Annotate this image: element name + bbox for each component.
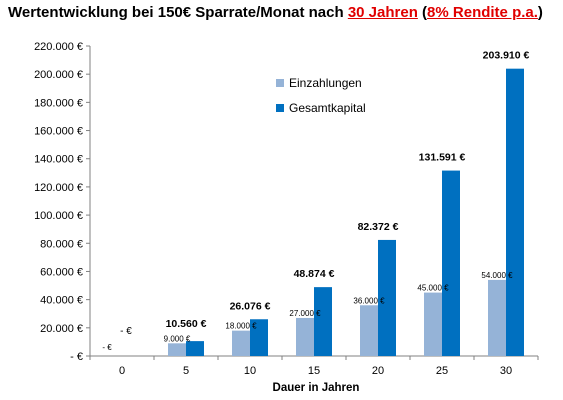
legend-label-einzahlungen: Einzahlungen bbox=[289, 76, 362, 90]
bar-einzahlungen bbox=[168, 343, 186, 356]
title-text-main: Wertentwicklung bei 150€ Sparrate/Monat … bbox=[8, 4, 348, 21]
title-highlight-years: 30 Jahren bbox=[347, 4, 418, 21]
bar-einzahlungen bbox=[232, 330, 250, 356]
bar-gesamtkapital bbox=[314, 287, 332, 356]
y-tick-label: 180.000 € bbox=[34, 97, 83, 109]
data-label-einzahlungen: 45.000 € bbox=[417, 284, 449, 293]
bars bbox=[168, 68, 524, 356]
title-text-paren-close: ) bbox=[537, 4, 543, 21]
x-tick-label: 10 bbox=[244, 365, 256, 377]
chart-title: Wertentwicklung bei 150€ Sparrate/Monat … bbox=[8, 4, 543, 21]
data-label-gesamtkapital: 48.874 € bbox=[294, 268, 335, 280]
y-tick-label: 220.000 € bbox=[34, 41, 83, 53]
x-tick-label: 15 bbox=[308, 365, 320, 377]
bar-einzahlungen bbox=[360, 305, 378, 356]
title-text-paren-open: ( bbox=[417, 4, 428, 21]
x-tick-label: 25 bbox=[436, 365, 448, 377]
y-tick-label: 20.000 € bbox=[40, 323, 83, 335]
data-label-einzahlungen: 9.000 € bbox=[164, 334, 191, 343]
y-tick-label: 80.000 € bbox=[40, 238, 83, 250]
bar-gesamtkapital bbox=[186, 341, 204, 356]
x-axis-title: Dauer in Jahren bbox=[273, 382, 360, 394]
y-tick-label: 60.000 € bbox=[40, 266, 83, 278]
bar-einzahlungen bbox=[296, 317, 314, 356]
data-label-gesamtkapital: - € bbox=[120, 326, 132, 337]
data-label-gesamtkapital: 131.591 € bbox=[419, 152, 466, 164]
y-tick-label: 40.000 € bbox=[40, 295, 83, 307]
legend: Einzahlungen Gesamtkapital bbox=[276, 76, 366, 115]
data-label-einzahlungen: 18.000 € bbox=[225, 322, 257, 331]
x-tick-label: 30 bbox=[500, 365, 512, 377]
data-label-gesamtkapital: 10.560 € bbox=[166, 318, 207, 330]
y-tick-label: - € bbox=[70, 351, 83, 363]
x-tick-label: 5 bbox=[183, 365, 189, 377]
data-label-einzahlungen: 27.000 € bbox=[289, 309, 321, 318]
data-label-gesamtkapital: 26.076 € bbox=[230, 300, 271, 312]
y-tick-label: 120.000 € bbox=[34, 182, 83, 194]
y-tick-label: 200.000 € bbox=[34, 69, 83, 81]
bar-gesamtkapital bbox=[442, 170, 460, 356]
axes: - € 20.000 € 40.000 € 60.000 € 80.000 € 100.0… bbox=[34, 41, 539, 394]
bar-gesamtkapital bbox=[250, 319, 268, 356]
data-label-einzahlungen: 54.000 € bbox=[481, 271, 513, 280]
x-tick-label: 0 bbox=[119, 365, 125, 377]
bar-gesamtkapital bbox=[506, 68, 524, 356]
bar-einzahlungen bbox=[424, 292, 442, 356]
title-highlight-rendite: 8% Rendite p.a. bbox=[427, 4, 538, 21]
data-label-gesamtkapital: 82.372 € bbox=[358, 221, 399, 233]
bar-gesamtkapital bbox=[378, 239, 396, 356]
y-tick-label: 100.000 € bbox=[34, 210, 83, 222]
x-tick-label: 20 bbox=[372, 365, 384, 377]
data-label-gesamtkapital: 203.910 € bbox=[483, 50, 530, 62]
bar-einzahlungen bbox=[488, 279, 506, 356]
y-tick-label: 160.000 € bbox=[34, 126, 83, 138]
legend-swatch-gesamtkapital bbox=[276, 104, 284, 112]
data-label-einzahlungen: 36.000 € bbox=[353, 296, 385, 305]
legend-label-gesamtkapital: Gesamtkapital bbox=[289, 101, 366, 115]
legend-swatch-einzahlungen bbox=[276, 79, 284, 87]
data-labels: - € - € 9.000 € 10.560 € 18.000 € 26.076 € 27.… bbox=[102, 50, 529, 352]
data-label-einzahlungen: - € bbox=[102, 343, 112, 352]
y-tick-label: 140.000 € bbox=[34, 154, 83, 166]
